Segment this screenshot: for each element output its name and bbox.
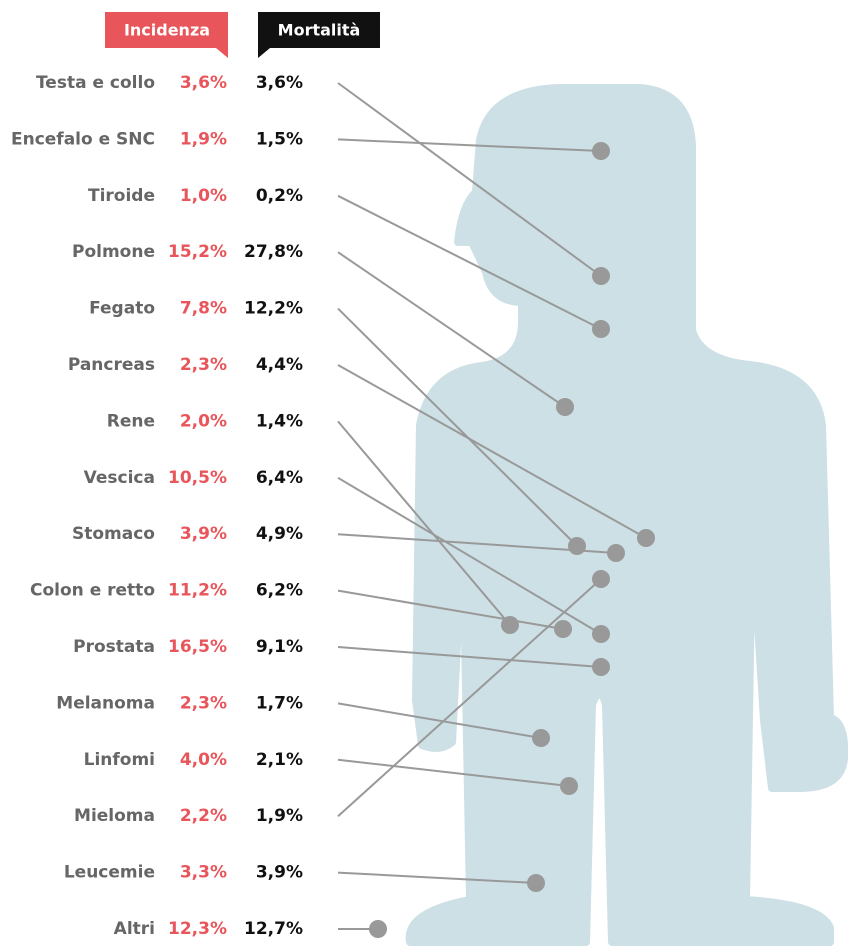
incidence-value: 3,3%: [180, 863, 227, 883]
leader-line: [337, 871, 537, 884]
mortality-value: 3,6%: [256, 73, 303, 93]
organ-dot: [554, 620, 572, 638]
organ-dot: [501, 616, 519, 634]
organ-dot: [369, 920, 387, 938]
organ-dots: [369, 142, 655, 938]
mortality-value: 12,2%: [244, 299, 303, 319]
organ-dot: [592, 658, 610, 676]
mortality-value: 27,8%: [244, 242, 303, 262]
cancer-name: Polmone: [72, 242, 155, 262]
organ-dot: [607, 544, 625, 562]
incidence-header: Incidenza: [124, 21, 210, 40]
leader-line: [337, 82, 602, 277]
leader-line: [337, 251, 566, 408]
organ-dot: [592, 142, 610, 160]
mortality-value: 9,1%: [256, 637, 303, 657]
mortality-value: 1,9%: [256, 806, 303, 826]
incidence-value: 2,3%: [180, 355, 227, 375]
leader-line: [337, 138, 602, 152]
incidence-value: 16,5%: [168, 637, 227, 657]
mortality-header-box: [258, 12, 380, 58]
organ-dot: [527, 874, 545, 892]
leader-line: [337, 578, 602, 817]
organ-dot: [560, 777, 578, 795]
mortality-value: 12,7%: [244, 919, 303, 939]
mortality-value: 1,5%: [256, 129, 303, 149]
mortality-value: 4,4%: [256, 355, 303, 375]
mortality-value: 0,2%: [256, 186, 303, 206]
mortality-value: 2,1%: [256, 750, 303, 770]
leader-line: [337, 194, 602, 330]
organ-dot: [592, 570, 610, 588]
leader-line: [337, 476, 602, 635]
leader-line: [337, 758, 570, 787]
cancer-name: Vescica: [84, 468, 155, 488]
cancer-name: Pancreas: [68, 355, 155, 375]
organ-dot: [592, 267, 610, 285]
incidence-value: 10,5%: [168, 468, 227, 488]
cancer-name: Altri: [114, 919, 155, 939]
incidence-value: 11,2%: [168, 581, 227, 601]
incidence-value: 3,9%: [180, 524, 227, 544]
leader-line: [337, 702, 542, 739]
incidence-value: 2,2%: [180, 806, 227, 826]
incidence-value: 7,8%: [180, 299, 227, 319]
cancer-name: Fegato: [89, 299, 155, 319]
leader-lines: [337, 82, 647, 930]
body-silhouette: [405, 84, 848, 946]
organ-dot: [556, 398, 574, 416]
rows: Testa e collo 3,6% 3,6% Encefalo e SNC 1,9% 1…: [11, 73, 655, 939]
incidence-header-box: [105, 12, 228, 58]
cancer-name: Rene: [107, 411, 155, 431]
mortality-value: 4,9%: [256, 524, 303, 544]
cancer-name: Tiroide: [88, 186, 155, 206]
cancer-name: Testa e collo: [36, 73, 155, 93]
incidence-value: 4,0%: [180, 750, 227, 770]
incidence-value: 3,6%: [180, 73, 227, 93]
organ-dot: [568, 537, 586, 555]
cancer-name: Encefalo e SNC: [11, 129, 155, 149]
organ-dot: [592, 625, 610, 643]
mortality-value: 3,9%: [256, 863, 303, 883]
leader-line: [337, 364, 647, 539]
incidence-value: 12,3%: [168, 919, 227, 939]
incidence-value: 1,9%: [180, 129, 227, 149]
leader-line: [337, 646, 602, 668]
cancer-name: Prostata: [73, 637, 155, 657]
cancer-name: Mieloma: [74, 806, 155, 826]
mortality-value: 1,4%: [256, 411, 303, 431]
mortality-header: Mortalità: [278, 21, 361, 40]
incidence-value: 2,3%: [180, 693, 227, 713]
incidence-value: 2,0%: [180, 411, 227, 431]
leader-line: [337, 420, 511, 626]
mortality-value: 1,7%: [256, 693, 303, 713]
cancer-name: Colon e retto: [30, 581, 155, 601]
leader-line: [337, 307, 578, 547]
incidence-value: 1,0%: [180, 186, 227, 206]
cancer-name: Leucemie: [64, 863, 155, 883]
organ-dot: [532, 729, 550, 747]
organ-dot: [637, 529, 655, 547]
cancer-name: Linfomi: [84, 750, 155, 770]
mortality-value: 6,4%: [256, 468, 303, 488]
organ-dot: [592, 320, 610, 338]
cancer-name: Stomaco: [72, 524, 155, 544]
incidence-value: 15,2%: [168, 242, 227, 262]
leader-line: [337, 589, 564, 630]
cancer-name: Melanoma: [56, 693, 155, 713]
mortality-value: 6,2%: [256, 581, 303, 601]
